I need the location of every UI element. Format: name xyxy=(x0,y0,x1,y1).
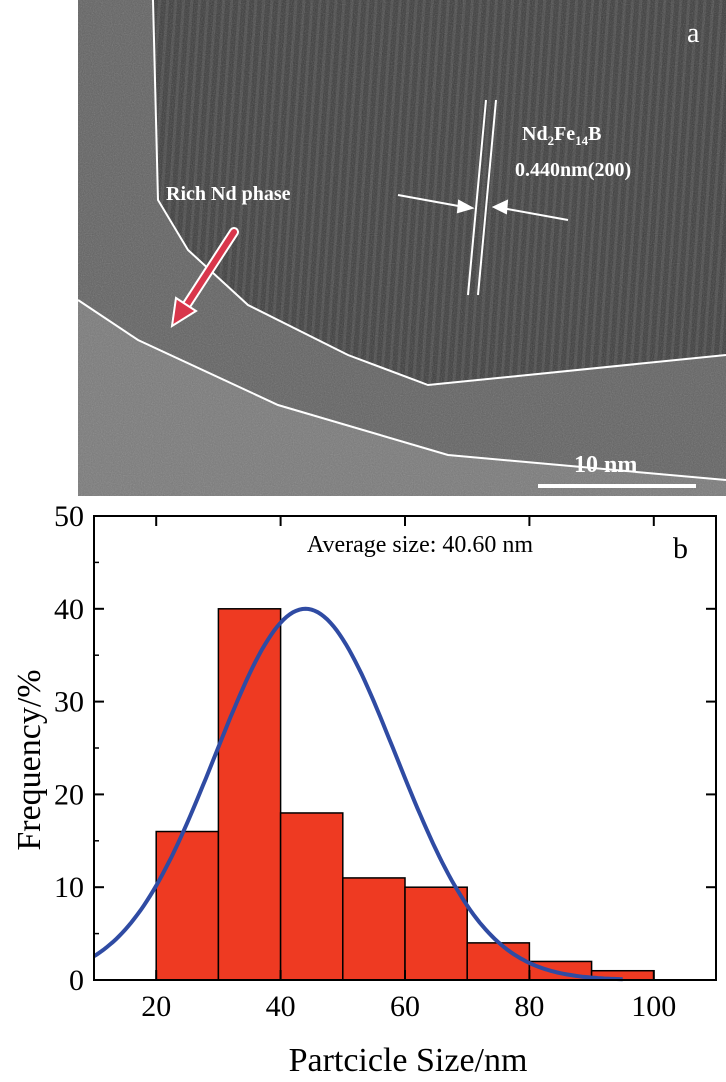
y-tick-label: 40 xyxy=(54,593,84,626)
average-size-annotation: Average size: 40.60 nm xyxy=(307,532,533,558)
y-tick-label: 30 xyxy=(54,686,84,719)
gaussian-fit-curve xyxy=(92,606,623,982)
lattice-line-2 xyxy=(477,99,497,296)
histogram-bar-50-60 xyxy=(342,877,406,981)
rich-nd-phase-arrow xyxy=(170,227,239,328)
spacing-arrow-left xyxy=(397,194,475,214)
grain-boundary-inner xyxy=(152,0,726,387)
y-axis-title: Frequency/% xyxy=(11,669,48,850)
x-tick-label: 80 xyxy=(514,990,544,1023)
histogram-bar-60-70 xyxy=(404,886,468,981)
spacing-arrow-right xyxy=(491,199,569,221)
lattice-line-1 xyxy=(467,99,487,296)
x-tick-label: 60 xyxy=(390,990,420,1023)
x-tick-label: 20 xyxy=(141,990,171,1023)
histogram-bar-70-80 xyxy=(466,942,531,981)
lattice-formula: Nd2Fe14B xyxy=(522,123,602,148)
grain-boundary-outer xyxy=(78,299,726,481)
micrograph-noise xyxy=(78,0,726,496)
y-tick-label: 50 xyxy=(54,500,84,533)
y-tick-label: 10 xyxy=(54,871,84,904)
histogram-bar-40-50 xyxy=(279,812,344,981)
y-tick-label: 0 xyxy=(69,964,84,997)
lattice-spacing-label: 0.440nm(200) xyxy=(515,159,631,181)
panel-a-label: a xyxy=(687,18,700,49)
scale-bar-label: 10 nm xyxy=(574,452,637,478)
histogram-bar-30-40 xyxy=(217,608,282,981)
y-tick-label: 20 xyxy=(54,778,84,811)
rich-nd-phase-label: Rich Nd phase xyxy=(166,183,291,205)
x-tick-label: 100 xyxy=(631,990,676,1023)
x-tick-label: 40 xyxy=(266,990,296,1023)
panel-b-label: b xyxy=(673,532,688,565)
tem-micrograph: Rich Nd phase Nd2Fe14B 0.440nm(200) a 10… xyxy=(78,0,726,496)
histogram-bar-20-30 xyxy=(155,830,220,981)
x-axis-title: Partcicle Size/nm xyxy=(289,1042,528,1079)
size-distribution-chart: 20 40 60 80 100 0 10 20 30 40 50 Average size: 40.… xyxy=(11,500,717,1079)
